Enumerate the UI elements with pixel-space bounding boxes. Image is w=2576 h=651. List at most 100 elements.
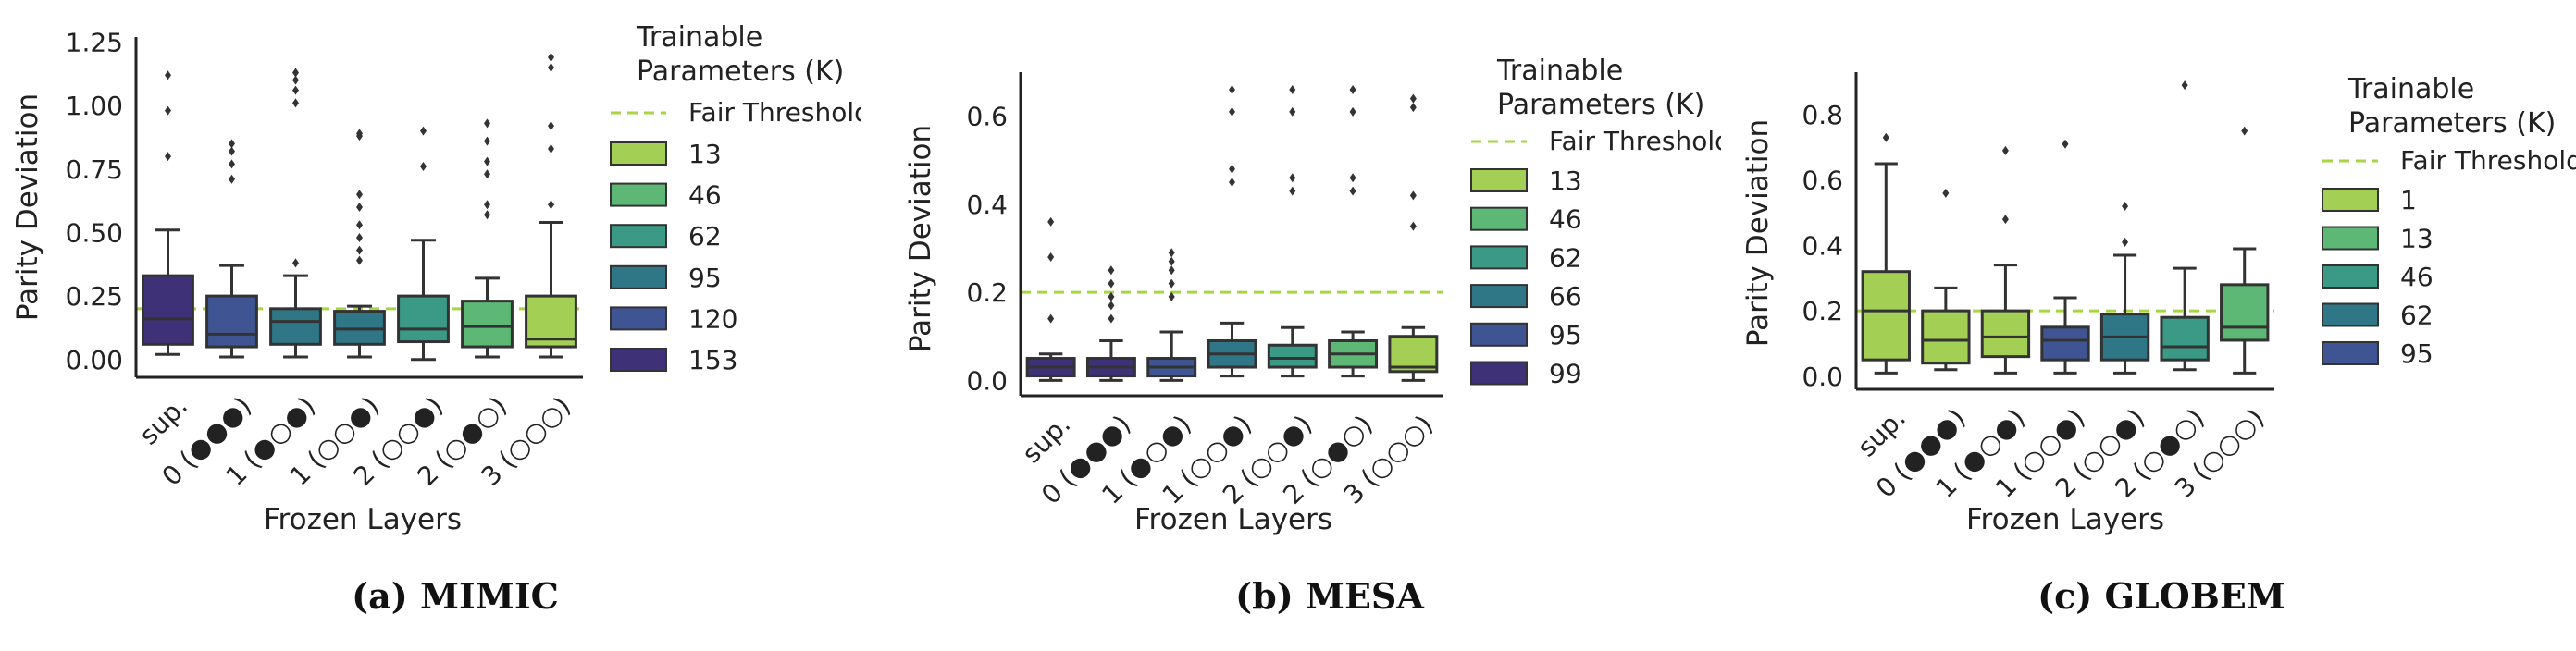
box-2 <box>269 68 322 359</box>
outlier-point <box>1289 173 1296 183</box>
legend-swatch <box>610 182 667 207</box>
legend-label: 62 <box>2400 301 2434 331</box>
legend-title: Trainable <box>636 21 762 54</box>
y-tick-label: 0.4 <box>1802 230 1843 261</box>
box-4 <box>397 126 450 362</box>
outlier-point <box>292 98 299 108</box>
legend-label: 13 <box>1549 166 1582 196</box>
legend-swatch <box>1470 206 1528 231</box>
y-axis-label: Parity Deviation <box>1741 119 1775 347</box>
outlier-point <box>229 146 235 156</box>
legend-label: 1 <box>2400 185 2417 215</box>
outlier-point <box>1229 106 1235 117</box>
outlier-point <box>548 52 554 62</box>
legend-title: Trainable <box>1496 55 1623 87</box>
box-iqr <box>2220 283 2270 342</box>
outlier-point <box>1168 256 1175 266</box>
box-iqr <box>1861 270 1911 362</box>
caption-mimic: (a) MIMIC <box>352 575 559 617</box>
legend-threshold-label: Fair Threshold <box>2400 145 2576 176</box>
box-1 <box>1921 188 1971 372</box>
outlier-point <box>2001 215 2009 225</box>
outlier-point <box>1168 278 1175 289</box>
legend-threshold-label: Fair Threshold <box>688 97 861 128</box>
y-axis-label: Parity Deviation <box>11 93 44 321</box>
box-0 <box>142 70 194 356</box>
outlier-point <box>356 232 363 242</box>
box-iqr <box>1388 335 1439 374</box>
box-iqr <box>461 300 514 349</box>
legend-swatch <box>1470 322 1528 347</box>
outlier-point <box>165 152 171 162</box>
box-3 <box>2040 139 2090 375</box>
outlier-point <box>484 210 490 220</box>
box-5 <box>2160 80 2210 372</box>
box-2 <box>1980 145 2031 375</box>
x-axis-label: Frozen Layers <box>1134 503 1332 536</box>
legend-swatch <box>2322 226 2379 251</box>
legend-threshold-label: Fair Threshold <box>1549 126 1721 156</box>
outlier-point <box>1289 85 1296 95</box>
outlier-point <box>1289 186 1296 196</box>
box-5 <box>1328 85 1379 378</box>
box-4 <box>2099 201 2150 375</box>
legend-label: 46 <box>688 180 722 211</box>
outlier-point <box>1349 173 1356 183</box>
y-axis-label: Parity Deviation <box>904 125 937 352</box>
caption-mesa: (b) MESA <box>1235 575 1424 617</box>
outlier-point <box>1108 265 1115 276</box>
legend-label: 46 <box>2400 262 2434 292</box>
outlier-point <box>484 156 490 166</box>
outlier-point <box>548 121 554 131</box>
legend-label: 66 <box>1549 281 1582 312</box>
legend-label: 99 <box>1549 359 1582 389</box>
outlier-point <box>1349 186 1356 196</box>
y-tick-label: 0.6 <box>1802 166 1843 196</box>
outlier-point <box>356 255 363 265</box>
x-axis-label: Frozen Layers <box>1966 503 2164 536</box>
outlier-point <box>1108 313 1115 324</box>
legend-swatch <box>2322 188 2379 212</box>
legend-label: 62 <box>688 221 722 252</box>
box-iqr <box>142 274 194 346</box>
outlier-point <box>1108 278 1115 289</box>
outlier-point <box>356 220 363 230</box>
legend-swatch <box>2322 341 2379 365</box>
box-1 <box>205 139 258 359</box>
outlier-point <box>1108 301 1115 311</box>
legend-label: 13 <box>2400 224 2434 254</box>
outlier-point <box>548 143 554 154</box>
legend-swatch <box>610 348 667 372</box>
outlier-point <box>356 129 363 139</box>
y-tick-label: 0.6 <box>966 102 1008 132</box>
outlier-point <box>2001 145 2009 155</box>
outlier-point <box>229 139 235 149</box>
outlier-point <box>165 70 171 80</box>
outlier-point <box>356 190 363 200</box>
legend-swatch <box>1470 245 1528 270</box>
outlier-point <box>165 105 171 116</box>
legend-swatch <box>2322 302 2379 327</box>
outlier-point <box>356 203 363 212</box>
legend-swatch <box>610 141 667 166</box>
box-iqr <box>2040 326 2090 362</box>
legend-label: 62 <box>1549 242 1582 273</box>
outlier-point <box>2122 201 2129 211</box>
box-iqr <box>1921 309 1971 365</box>
outlier-point <box>1349 106 1356 117</box>
outlier-point <box>2181 80 2188 91</box>
box-6 <box>1388 93 1439 382</box>
outlier-point <box>1229 164 1235 174</box>
box-1 <box>1085 265 1136 382</box>
outlier-point <box>292 85 299 95</box>
outlier-point <box>1047 313 1055 324</box>
box-iqr <box>205 294 258 349</box>
outlier-point <box>1409 221 1417 231</box>
x-axis-label: Frozen Layers <box>264 503 462 536</box>
legend-swatch <box>1470 361 1528 386</box>
